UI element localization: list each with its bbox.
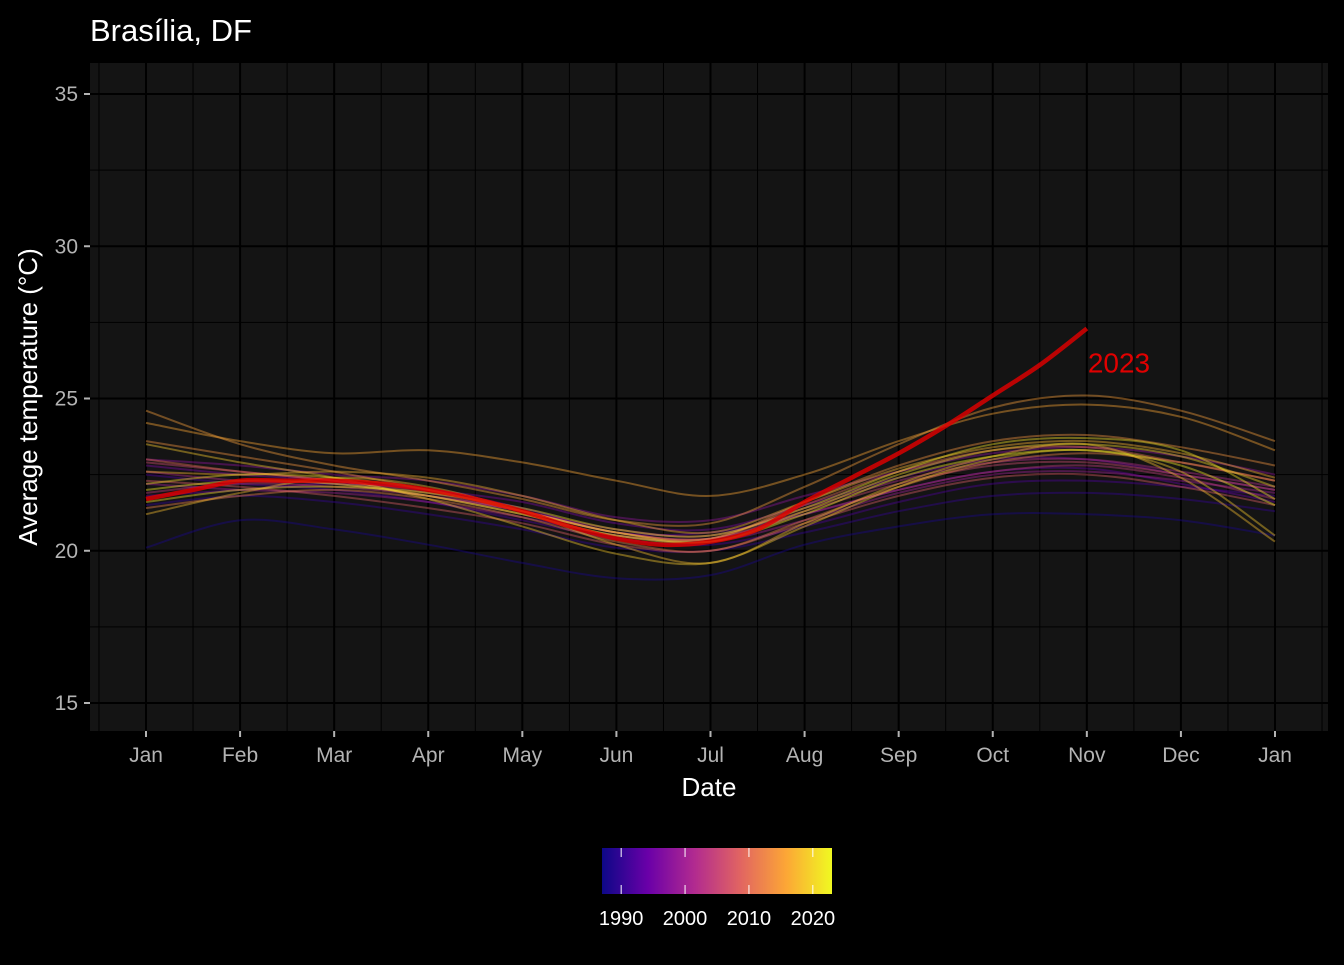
- x-tick-label: Apr: [412, 744, 445, 767]
- x-tick-label: May: [502, 744, 542, 767]
- highlight-series: [145, 326, 1089, 548]
- x-tick-label: Jan: [129, 744, 163, 767]
- plot-panel: [90, 63, 1328, 731]
- x-tick-label: Dec: [1162, 744, 1199, 767]
- colorbar-label: 2020: [791, 908, 836, 930]
- series-line-2021: [145, 436, 1276, 538]
- x-tick-label: Jul: [697, 744, 724, 767]
- y-tick-label: 20: [55, 540, 78, 563]
- colorbar-legend: 1990 2000 2010 2020: [599, 848, 835, 930]
- colorbar-label: 1990: [599, 908, 644, 930]
- y-tick-label: 35: [55, 83, 78, 106]
- series-line-2019: [145, 443, 1276, 566]
- x-tick-label: Mar: [316, 744, 352, 767]
- series-line-1994: [145, 466, 1276, 537]
- highlight-label: 2023: [1088, 347, 1150, 378]
- series-line-2015: [145, 394, 1276, 527]
- x-axis-title: Date: [682, 772, 737, 802]
- x-tick-label: Feb: [222, 744, 258, 767]
- series-line-2018: [145, 442, 1276, 565]
- colorbar: [602, 848, 832, 894]
- colorbar-label: 2000: [663, 908, 708, 930]
- grid-major: [90, 63, 1328, 731]
- x-axis: Jan Feb Mar Apr May Jun Jul Aug Sep Oct Nov Dec Jan: [129, 731, 1292, 767]
- x-tick-label: Nov: [1068, 744, 1106, 767]
- grid-minor: [90, 63, 1328, 731]
- x-tick-label: Oct: [976, 744, 1009, 767]
- year-lines: [145, 394, 1276, 581]
- y-tick-label: 25: [55, 388, 78, 411]
- chart-title: Brasília, DF: [90, 13, 252, 48]
- y-axis-title: Average temperature (°C): [13, 248, 43, 546]
- x-tick-label: Jun: [599, 744, 633, 767]
- series-line-1988: [145, 512, 1276, 581]
- series-line-2016: [145, 403, 1276, 497]
- series-line-highlight: [145, 326, 1089, 548]
- x-tick-label: Aug: [786, 744, 823, 767]
- series-line-2014: [145, 433, 1276, 542]
- series-line-2008: [145, 472, 1276, 553]
- y-axis: 15 20 25 30 35: [55, 83, 90, 715]
- x-tick-label: Jan: [1258, 744, 1292, 767]
- y-tick-label: 15: [55, 692, 78, 715]
- y-tick-label: 30: [55, 235, 78, 258]
- series-line-2012: [145, 452, 1276, 553]
- x-tick-label: Sep: [880, 744, 917, 767]
- series-line-2017: [145, 439, 1276, 535]
- series-line-1998: [145, 446, 1276, 523]
- colorbar-label: 2010: [727, 908, 772, 930]
- series-line-2004: [145, 464, 1276, 541]
- series-line-1990: [145, 491, 1276, 553]
- series-line-2002: [145, 457, 1276, 538]
- series-line-1992: [145, 473, 1276, 547]
